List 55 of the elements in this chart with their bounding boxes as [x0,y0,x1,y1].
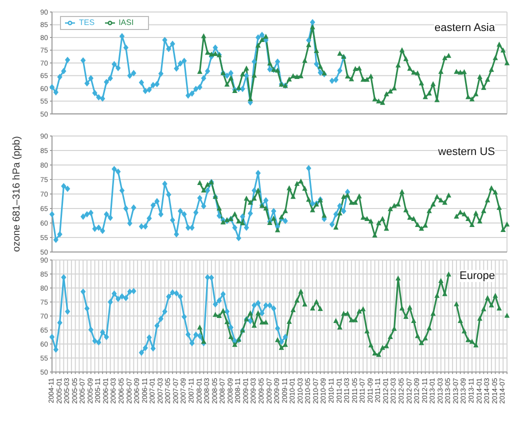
point [186,331,191,338]
point [197,332,202,340]
point [182,314,187,320]
point [178,293,183,300]
legend-label: IASI [118,18,134,28]
point [267,302,272,309]
point [224,308,230,315]
point [256,300,261,306]
point [84,305,90,312]
legend-label: TES [79,18,95,28]
point [112,290,117,297]
point [278,338,284,345]
point [104,334,110,340]
point [138,349,144,356]
point [212,301,218,308]
point [248,318,253,324]
point [49,334,55,340]
point [64,308,70,315]
point [131,288,136,294]
point [189,340,195,346]
point [204,274,210,281]
annotation: eastern Asia [434,22,495,34]
point [146,334,152,341]
point [274,325,280,332]
point [100,329,106,336]
point [116,296,121,302]
annotation: Europe [460,270,495,282]
point [174,290,180,297]
point [123,294,128,302]
point [154,322,160,329]
point [259,310,265,316]
point [158,316,164,322]
point [142,344,148,352]
point [108,298,113,306]
point [193,332,198,338]
point [80,288,86,295]
point [57,320,62,326]
point [92,338,98,344]
point [162,308,168,315]
point [170,289,176,296]
point [127,288,132,295]
point [166,293,172,300]
annotation: western US [438,146,495,158]
point [228,324,234,331]
point [282,334,288,340]
point [119,293,125,300]
point [220,290,226,298]
point [252,302,257,309]
point [271,305,276,312]
point [88,326,94,333]
point [96,339,102,346]
y-axis-title: ozone 681–316 hPa (ppb) [12,136,22,252]
point [216,297,222,304]
point [263,302,268,309]
point [208,274,214,281]
